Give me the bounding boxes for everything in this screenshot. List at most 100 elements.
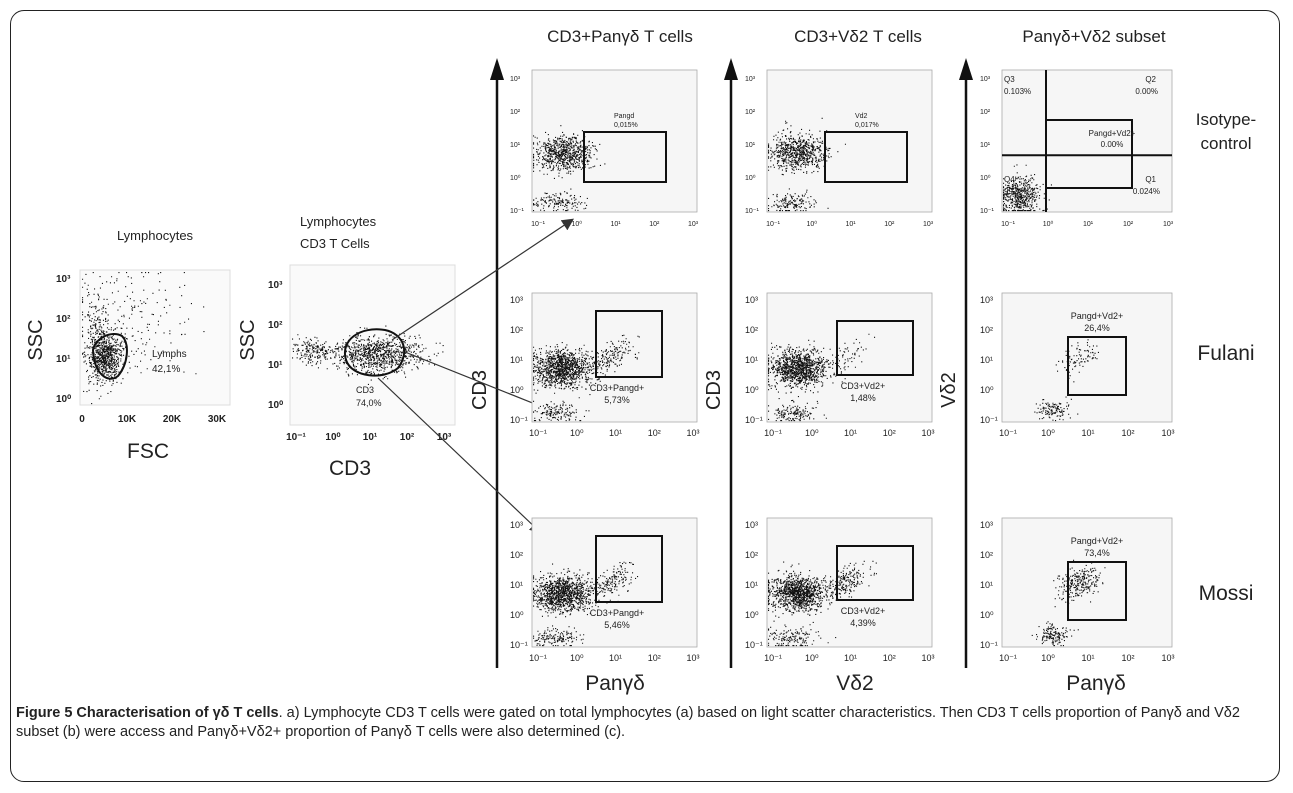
quadrant-label: 99.9% <box>1004 187 1027 196</box>
plot-area <box>1001 517 1173 648</box>
dot-cloud <box>821 560 877 601</box>
x-tick-label: 10³ <box>1163 221 1174 228</box>
arrow-to-fulani <box>404 351 558 415</box>
cd3-xtick-3: 10² <box>400 432 415 443</box>
row-label-fulani: Fulani <box>1197 342 1254 365</box>
x-tick-label: 10² <box>1121 653 1134 663</box>
gate-rect <box>595 310 663 378</box>
cd3-x-label: CD3 <box>329 457 371 480</box>
gate-percent: 4,39% <box>850 618 876 628</box>
cd3-xtick-2: 10¹ <box>363 432 378 443</box>
x-tick-label: 10⁻¹ <box>529 653 547 663</box>
x-tick-label: 10⁻¹ <box>764 428 782 438</box>
dot-cloud <box>768 188 829 212</box>
row-label-mossi: Mossi <box>1199 582 1254 605</box>
gate-percent: 5,73% <box>604 395 630 405</box>
x-tick-label: 10⁰ <box>1041 428 1055 438</box>
col3-y-label: Vδ2 <box>938 372 960 408</box>
y-tick-label: 10² <box>980 325 993 335</box>
y-tick-label: 10² <box>745 109 756 116</box>
y-tick-label: 10⁻¹ <box>980 640 998 650</box>
quadrant-label: Q1 <box>1145 175 1156 184</box>
y-tick-label: 10² <box>745 550 758 560</box>
y-tick-label: 10² <box>510 109 521 116</box>
panel-iso-sub: 10⁻¹ 10⁻¹ 10⁰ 10⁰ 10¹ 10¹ 10² 10² 10³ 10³ Q3 0.103%… <box>980 69 1174 228</box>
x-tick-label: 10⁰ <box>805 428 819 438</box>
x-tick-label: 10³ <box>686 428 699 438</box>
dot-cloud <box>533 188 588 212</box>
x-tick-label: 10³ <box>686 653 699 663</box>
x-tick-label: 10³ <box>688 221 699 228</box>
col2-y-label: CD3 <box>703 370 725 410</box>
y-tick-label: 10¹ <box>980 355 993 365</box>
x-tick-label: 10¹ <box>609 653 622 663</box>
quadrant-label: 0.024% <box>1133 187 1160 196</box>
x-tick-label: 10² <box>648 428 661 438</box>
y-tick-label: 10² <box>980 109 991 116</box>
y-tick-label: 10⁻¹ <box>980 415 998 425</box>
lymph-xtick-1: 10K <box>118 414 137 425</box>
lymph-gate-name: Lymphs <box>152 349 187 360</box>
panel-mos-vd2: 10⁻¹10⁻¹ 10⁰ 10⁰ 10¹ 10¹ 10² 10² 10³ 10³ CD3+Vd2+… <box>745 517 935 663</box>
panel-cd3-title-2: CD3 T Cells <box>300 236 370 251</box>
gate-rect <box>836 320 914 376</box>
lymph-xtick-3: 30K <box>208 414 227 425</box>
y-tick-label: 10² <box>745 325 758 335</box>
gate-percent: 0,017% <box>855 122 879 129</box>
x-tick-label: 10⁻¹ <box>531 221 545 228</box>
caption-text: . a) Lymphocyte CD3 T cells were gated o… <box>16 705 1240 740</box>
row-label-isotype-1: Isotype- <box>1196 110 1256 129</box>
col3-arrowhead <box>959 58 973 80</box>
panel-cd3-title-1: Lymphocytes <box>300 214 377 229</box>
y-tick-label: 10¹ <box>980 580 993 590</box>
cd3-xtick-1: 10⁰ <box>325 432 340 443</box>
lymph-ytick-1: 10¹ <box>56 354 71 365</box>
cd3-xtick-4: 10³ <box>437 432 452 443</box>
y-tick-label: 10¹ <box>980 142 991 149</box>
panel-ful-sub: 10⁻¹10⁻¹ 10⁰ 10⁰ 10¹ 10¹ 10² 10² 10³ 10³ Pangd+Vd… <box>980 292 1175 438</box>
x-tick-label: 10³ <box>923 221 934 228</box>
y-tick-label: 10³ <box>980 295 993 305</box>
dot-cloud <box>292 334 337 369</box>
x-tick-label: 10⁰ <box>1041 653 1055 663</box>
y-tick-label: 10⁻¹ <box>980 208 994 215</box>
quadrant-label: 0.103% <box>1004 87 1031 96</box>
panel-lymph-plot <box>79 269 231 406</box>
cd3-gate <box>343 328 406 377</box>
cd3-gate-percent: 74,0% <box>356 398 382 408</box>
gate-percent: 5,46% <box>604 620 630 630</box>
header-vd2: CD3+Vδ2 T cells <box>794 27 922 46</box>
lymph-ytick-2: 10² <box>56 314 71 325</box>
y-tick-label: 10³ <box>980 76 991 83</box>
plot-area <box>531 69 698 213</box>
y-tick-label: 10³ <box>510 76 521 83</box>
y-tick-label: 10⁰ <box>980 174 991 182</box>
x-tick-label: 10³ <box>1161 428 1174 438</box>
y-tick-label: 10⁻¹ <box>510 640 528 650</box>
y-tick-label: 10⁻¹ <box>745 640 763 650</box>
panel-cd3-plot <box>289 264 456 426</box>
y-tick-label: 10⁰ <box>510 385 524 395</box>
panel-ful-pan: 10⁻¹10⁻¹ 10⁰ 10⁰ 10¹ 10¹ 10² 10² 10³ 10³ CD3+Pang… <box>510 292 700 438</box>
gated-panels-grid: 10⁻¹10⁻¹10⁰10⁰10¹10¹10²10²10³10³Pangd0,0… <box>510 69 1175 663</box>
cd3-gate-name: CD3 <box>356 385 374 395</box>
figure-caption: Figure 5 Characterisation of γδ T cells.… <box>16 704 1278 742</box>
x-tick-label: 10² <box>883 653 896 663</box>
panel-iso-pan: 10⁻¹ 10⁻¹ 10⁰ 10⁰ 10¹ 10¹ 10² 10² 10³ 10³ Pangd 0,0… <box>510 69 699 228</box>
gate-rect <box>583 131 667 183</box>
y-tick-label: 10¹ <box>745 355 758 365</box>
x-tick-label: 10¹ <box>1083 221 1094 228</box>
x-tick-label: 10³ <box>921 428 934 438</box>
x-tick-label: 10⁰ <box>570 653 584 663</box>
header-subset: Panγδ+Vδ2 subset <box>1022 27 1165 46</box>
dot-cloud <box>565 334 640 380</box>
quadrant-label: Q3 <box>1004 75 1015 84</box>
gate-name: Pangd+Vd2+ <box>1071 311 1124 321</box>
y-tick-label: 10⁻¹ <box>745 208 759 215</box>
y-tick-label: 10¹ <box>510 142 521 149</box>
panel-mos-pan: 10⁻¹10⁻¹ 10⁰ 10⁰ 10¹ 10¹ 10² 10² 10³ 10³ CD3+Pang… <box>510 517 700 663</box>
x-tick-label: 10⁰ <box>570 428 584 438</box>
x-tick-label: 10¹ <box>610 221 621 228</box>
y-tick-label: 10⁰ <box>980 385 994 395</box>
x-tick-label: 10² <box>649 221 660 228</box>
